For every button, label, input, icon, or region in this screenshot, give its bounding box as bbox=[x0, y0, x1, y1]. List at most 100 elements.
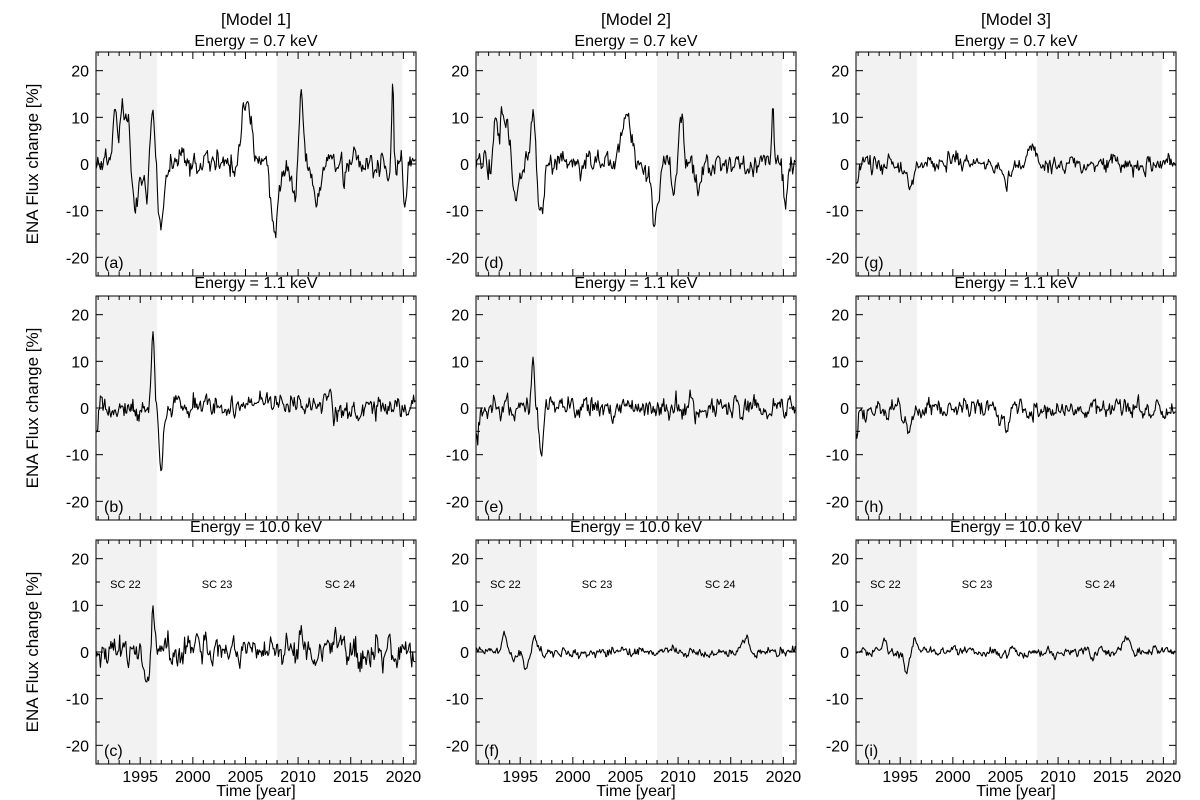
x-tick-label: 2020 bbox=[386, 769, 422, 786]
y-axis-label-row-3: ENA Flux change [%] bbox=[23, 572, 42, 733]
panel-label: (c) bbox=[104, 743, 123, 760]
panel-label: (i) bbox=[864, 743, 878, 760]
panel-label: (e) bbox=[484, 499, 504, 516]
series-line bbox=[95, 83, 416, 239]
y-tick-label: -10 bbox=[446, 448, 469, 465]
energy-title: Energy = 0.7 keV bbox=[954, 33, 1078, 50]
y-axis-label-row-1: ENA Flux change [%] bbox=[23, 84, 42, 245]
energy-title: Energy = 0.7 keV bbox=[574, 33, 698, 50]
shaded-period bbox=[1037, 52, 1163, 276]
energy-title: Energy = 1.1 keV bbox=[574, 275, 698, 292]
panel-label: (d) bbox=[484, 255, 504, 272]
cycle-label: SC 22 bbox=[870, 579, 901, 591]
y-tick-label: 10 bbox=[451, 598, 469, 615]
energy-title: Energy = 10.0 keV bbox=[190, 519, 322, 536]
y-tick-label: -20 bbox=[446, 738, 469, 755]
y-tick-label: 10 bbox=[71, 598, 89, 615]
shaded-period bbox=[856, 52, 918, 276]
model-label-3: [Model 3] bbox=[981, 10, 1051, 29]
y-tick-label: -10 bbox=[446, 692, 469, 709]
energy-title: Energy = 0.7 keV bbox=[194, 33, 318, 50]
cycle-label: SC 23 bbox=[202, 579, 233, 591]
y-tick-label: -10 bbox=[826, 448, 849, 465]
y-tick-label: -10 bbox=[66, 204, 89, 221]
cycle-label: SC 24 bbox=[705, 579, 736, 591]
series-line bbox=[855, 143, 1176, 192]
shaded-period bbox=[476, 540, 538, 764]
energy-title: Energy = 1.1 keV bbox=[954, 275, 1078, 292]
x-tick-label: 1995 bbox=[122, 769, 158, 786]
shaded-period bbox=[856, 540, 918, 764]
y-tick-label: -20 bbox=[66, 250, 89, 267]
x-tick-label: 2015 bbox=[1093, 769, 1129, 786]
y-tick-label: 10 bbox=[71, 354, 89, 371]
shaded-period bbox=[657, 296, 783, 520]
energy-title: Energy = 1.1 keV bbox=[194, 275, 318, 292]
energy-title: Energy = 10.0 keV bbox=[950, 519, 1082, 536]
x-axis-label-col-1: Time [year] bbox=[216, 783, 295, 800]
series-line bbox=[95, 605, 416, 683]
x-tick-label: 2010 bbox=[280, 769, 316, 786]
y-tick-label: 10 bbox=[451, 110, 469, 127]
x-tick-label: 2005 bbox=[988, 769, 1024, 786]
y-tick-label: 0 bbox=[460, 645, 469, 662]
shaded-period bbox=[96, 296, 158, 520]
y-tick-label: 20 bbox=[451, 64, 469, 81]
panel-label: (b) bbox=[104, 499, 124, 516]
x-tick-label: 2000 bbox=[935, 769, 971, 786]
x-tick-label: 2010 bbox=[660, 769, 696, 786]
y-tick-label: -20 bbox=[66, 738, 89, 755]
x-tick-label: 2020 bbox=[766, 769, 802, 786]
y-tick-label: 10 bbox=[831, 354, 849, 371]
x-tick-label: 2000 bbox=[555, 769, 591, 786]
x-tick-label: 2010 bbox=[1040, 769, 1076, 786]
y-tick-label: 20 bbox=[831, 552, 849, 569]
panel-d: Energy = 0.7 keV -20 -10 0 10 20 (d) bbox=[446, 33, 797, 277]
cycle-label: SC 24 bbox=[325, 579, 356, 591]
y-tick-label: -20 bbox=[446, 494, 469, 511]
panel-h: Energy = 1.1 keV -20 -10 0 10 20 (h) bbox=[826, 275, 1177, 521]
y-tick-label: 20 bbox=[451, 308, 469, 325]
y-tick-label: 0 bbox=[460, 401, 469, 418]
energy-title: Energy = 10.0 keV bbox=[570, 519, 702, 536]
shaded-period bbox=[476, 52, 538, 276]
x-tick-label: 2005 bbox=[608, 769, 644, 786]
y-tick-label: -10 bbox=[826, 204, 849, 221]
panel-label: (a) bbox=[104, 255, 124, 272]
panel-c: Energy = 10.0 keV -20 -10 0 10 20 1995 2000 2005… bbox=[66, 519, 421, 786]
y-tick-label: 0 bbox=[840, 645, 849, 662]
y-tick-label: -10 bbox=[66, 692, 89, 709]
x-tick-label: 2005 bbox=[228, 769, 264, 786]
y-tick-label: -20 bbox=[66, 494, 89, 511]
shaded-period bbox=[856, 296, 918, 520]
panel-label: (g) bbox=[864, 255, 884, 272]
series-line bbox=[855, 394, 1176, 439]
y-tick-label: 20 bbox=[71, 64, 89, 81]
series-line bbox=[475, 106, 796, 228]
shaded-period bbox=[277, 540, 403, 764]
y-tick-label: 10 bbox=[831, 110, 849, 127]
y-tick-label: -10 bbox=[446, 204, 469, 221]
y-tick-label: 10 bbox=[71, 110, 89, 127]
x-tick-label: 2015 bbox=[333, 769, 369, 786]
series-line bbox=[475, 356, 796, 457]
panel-i: Energy = 10.0 keV -20 -10 0 10 20 1995 2000 2005… bbox=[826, 519, 1181, 786]
x-tick-label: 1995 bbox=[502, 769, 538, 786]
y-tick-label: -10 bbox=[826, 692, 849, 709]
x-tick-label: 2020 bbox=[1146, 769, 1182, 786]
shaded-period bbox=[96, 52, 158, 276]
cycle-label: SC 23 bbox=[582, 579, 613, 591]
x-axis-label-col-2: Time [year] bbox=[596, 783, 675, 800]
y-tick-label: -20 bbox=[446, 250, 469, 267]
series-line bbox=[855, 635, 1176, 675]
panel-a: Energy = 0.7 keV -20 -10 0 10 20 (a) bbox=[66, 33, 417, 277]
y-tick-label: 20 bbox=[71, 308, 89, 325]
x-tick-label: 1995 bbox=[882, 769, 918, 786]
panel-e: Energy = 1.1 keV -20 -10 0 10 20 (e) bbox=[446, 275, 797, 521]
y-axis-label-row-2: ENA Flux change [%] bbox=[23, 328, 42, 489]
cycle-label: SC 22 bbox=[110, 579, 141, 591]
x-axis-label-col-3: Time [year] bbox=[976, 783, 1055, 800]
shaded-period bbox=[476, 296, 538, 520]
y-tick-label: 0 bbox=[80, 645, 89, 662]
